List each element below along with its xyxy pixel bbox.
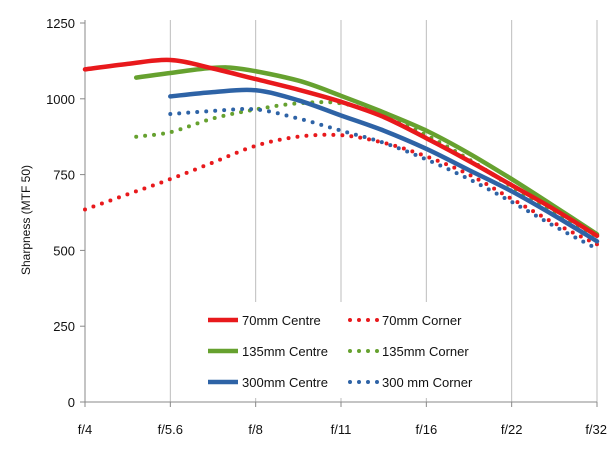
series-line-70mm-centre xyxy=(82,57,600,239)
legend-box xyxy=(196,302,492,398)
x-tick-label: f/4 xyxy=(78,422,92,437)
y-tick-label: 750 xyxy=(53,168,75,183)
y-tick-label: 0 xyxy=(68,395,75,410)
legend-label-70mm-centre: 70mm Centre xyxy=(242,313,321,328)
x-tick-labels: f/4 f/5.6 f/8 f/11 f/16 f/22 f/32 xyxy=(78,422,607,437)
y-tick-labels: 0 250 500 750 1000 1250 xyxy=(46,16,75,410)
x-tick-label: f/5.6 xyxy=(158,422,183,437)
x-tick-label: f/8 xyxy=(248,422,262,437)
legend-label-135mm-centre: 135mm Centre xyxy=(242,344,328,359)
y-axis-title: Sharpness (MTF 50) xyxy=(19,165,33,275)
x-tick-label: f/22 xyxy=(501,422,523,437)
series-lines xyxy=(82,57,600,251)
legend-label-300-mm-corner: 300 mm Corner xyxy=(382,375,473,390)
series-line-300-mm-corner xyxy=(168,106,599,251)
x-tick-label: f/32 xyxy=(585,422,607,437)
legend-label-70mm-corner: 70mm Corner xyxy=(382,313,462,328)
gridlines xyxy=(169,20,598,402)
x-tick-label: f/11 xyxy=(331,422,352,437)
y-tick-label: 250 xyxy=(53,319,75,334)
series-line-300mm-centre xyxy=(168,87,600,244)
y-tick-label: 1250 xyxy=(46,16,75,31)
legend: 70mm Centre 70mm Corner 135mm Centre 135mm … xyxy=(196,302,492,398)
legend-label-135mm-corner: 135mm Corner xyxy=(382,344,469,359)
x-tick-label: f/16 xyxy=(415,422,437,437)
legend-label-300mm-centre: 300mm Centre xyxy=(242,375,328,390)
series-line-70mm-corner xyxy=(83,132,599,247)
y-tick-label: 500 xyxy=(53,243,75,258)
y-tick-label: 1000 xyxy=(46,92,75,107)
